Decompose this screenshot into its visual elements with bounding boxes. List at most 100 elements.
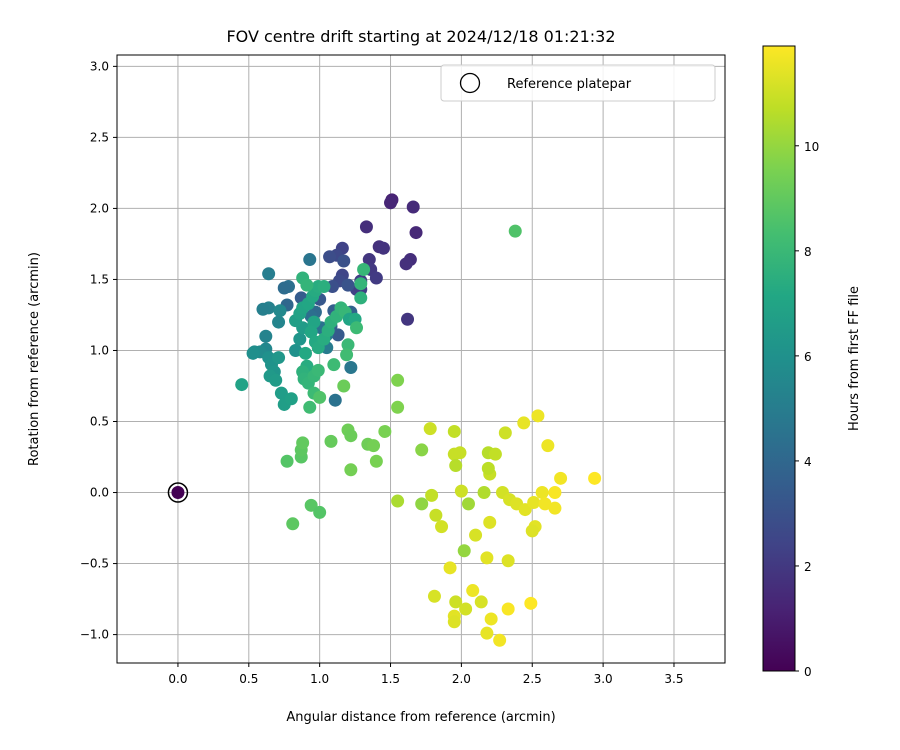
data-point [367,439,381,453]
data-point [524,596,538,610]
data-point [391,373,405,387]
data-point [548,501,562,515]
data-point [286,517,300,531]
colorbar-gradient [763,46,795,671]
data-point [548,486,562,500]
data-point [453,446,467,460]
data-point [369,454,383,468]
data-point [493,633,507,647]
data-point [469,528,483,542]
data-point [331,328,345,342]
reference-marker [167,482,189,503]
data-point [269,373,283,387]
x-tick-label: 1.5 [381,672,400,686]
data-point [337,254,351,268]
data-point [477,486,491,500]
data-point [435,520,449,534]
x-tick-label: 3.5 [664,672,683,686]
data-point [427,589,441,603]
data-point [538,497,552,511]
colorbar-tick-label: 8 [804,245,812,259]
data-point [443,561,457,575]
data-point [235,378,249,392]
data-point [273,304,287,318]
data-point [171,486,185,500]
data-point [474,595,488,609]
data-point [454,484,468,498]
x-tick-label: 0.5 [239,672,258,686]
data-points [171,193,602,647]
y-tick-label: −0.5 [80,557,109,571]
data-point [303,400,317,414]
data-point [274,386,288,400]
data-point [354,277,368,291]
data-point [304,325,318,339]
data-point [480,551,494,565]
data-point [328,393,342,407]
data-point [296,436,310,450]
data-point [401,312,415,326]
y-tick-label: 0.0 [90,486,109,500]
colorbar: 0 2 4 6 8 10 Hours from first FF file [762,45,862,679]
data-point [518,503,532,517]
data-point [425,488,439,502]
data-point [313,505,327,519]
data-point [457,544,471,558]
data-point [429,508,443,522]
data-point [501,554,515,568]
data-point [423,422,437,436]
chart-title: FOV centre drift starting at 2024/12/18 … [226,27,615,46]
data-point [376,241,390,255]
y-tick-label: 1.5 [90,272,109,286]
data-point [541,439,555,453]
data-point [298,346,312,360]
data-point [304,498,318,512]
data-point [481,461,495,475]
data-point [341,338,355,352]
x-axis-title: Angular distance from reference (arcmin) [286,710,555,725]
data-point [313,390,327,404]
data-point [449,595,463,609]
data-point [344,463,358,477]
y-tick-label: 3.0 [90,59,109,73]
data-point [480,626,494,640]
colorbar-title: Hours from first FF file [847,286,862,431]
data-point [350,321,364,335]
data-point [399,257,413,271]
legend-reference-marker-icon [459,72,481,94]
x-tick-label: 0.0 [168,672,187,686]
x-tick-label: 2.0 [452,672,471,686]
plot-background [117,55,725,663]
data-point [498,426,512,440]
x-tick-label: 2.5 [523,672,542,686]
colorbar-tick-label: 0 [804,665,812,679]
data-point [359,220,373,234]
data-point [246,346,260,360]
data-point [488,447,502,461]
data-point [341,278,355,292]
data-point [378,424,392,438]
data-point [508,224,522,238]
data-point [459,602,473,616]
colorbar-tick-label: 2 [804,560,812,574]
plot-frame [116,54,726,664]
data-point [323,250,337,264]
y-tick-label: 2.0 [90,201,109,215]
data-point [357,263,371,277]
y-axis-title: Rotation from reference (arcmin) [27,252,42,466]
y-tick-label: 0.5 [90,415,109,429]
data-point [369,271,383,285]
data-point [384,196,398,210]
colorbar-ticks: 0 2 4 6 8 10 [795,140,819,679]
data-point [300,278,314,292]
y-tick-label: 1.0 [90,343,109,357]
data-point [303,253,317,267]
data-point [531,409,545,423]
grid [117,55,725,663]
data-point [344,361,358,375]
legend: Reference platepar [440,64,716,102]
reference-platepar-marker [167,482,189,503]
data-point [484,612,498,626]
data-point [327,358,341,372]
data-point [262,267,276,281]
